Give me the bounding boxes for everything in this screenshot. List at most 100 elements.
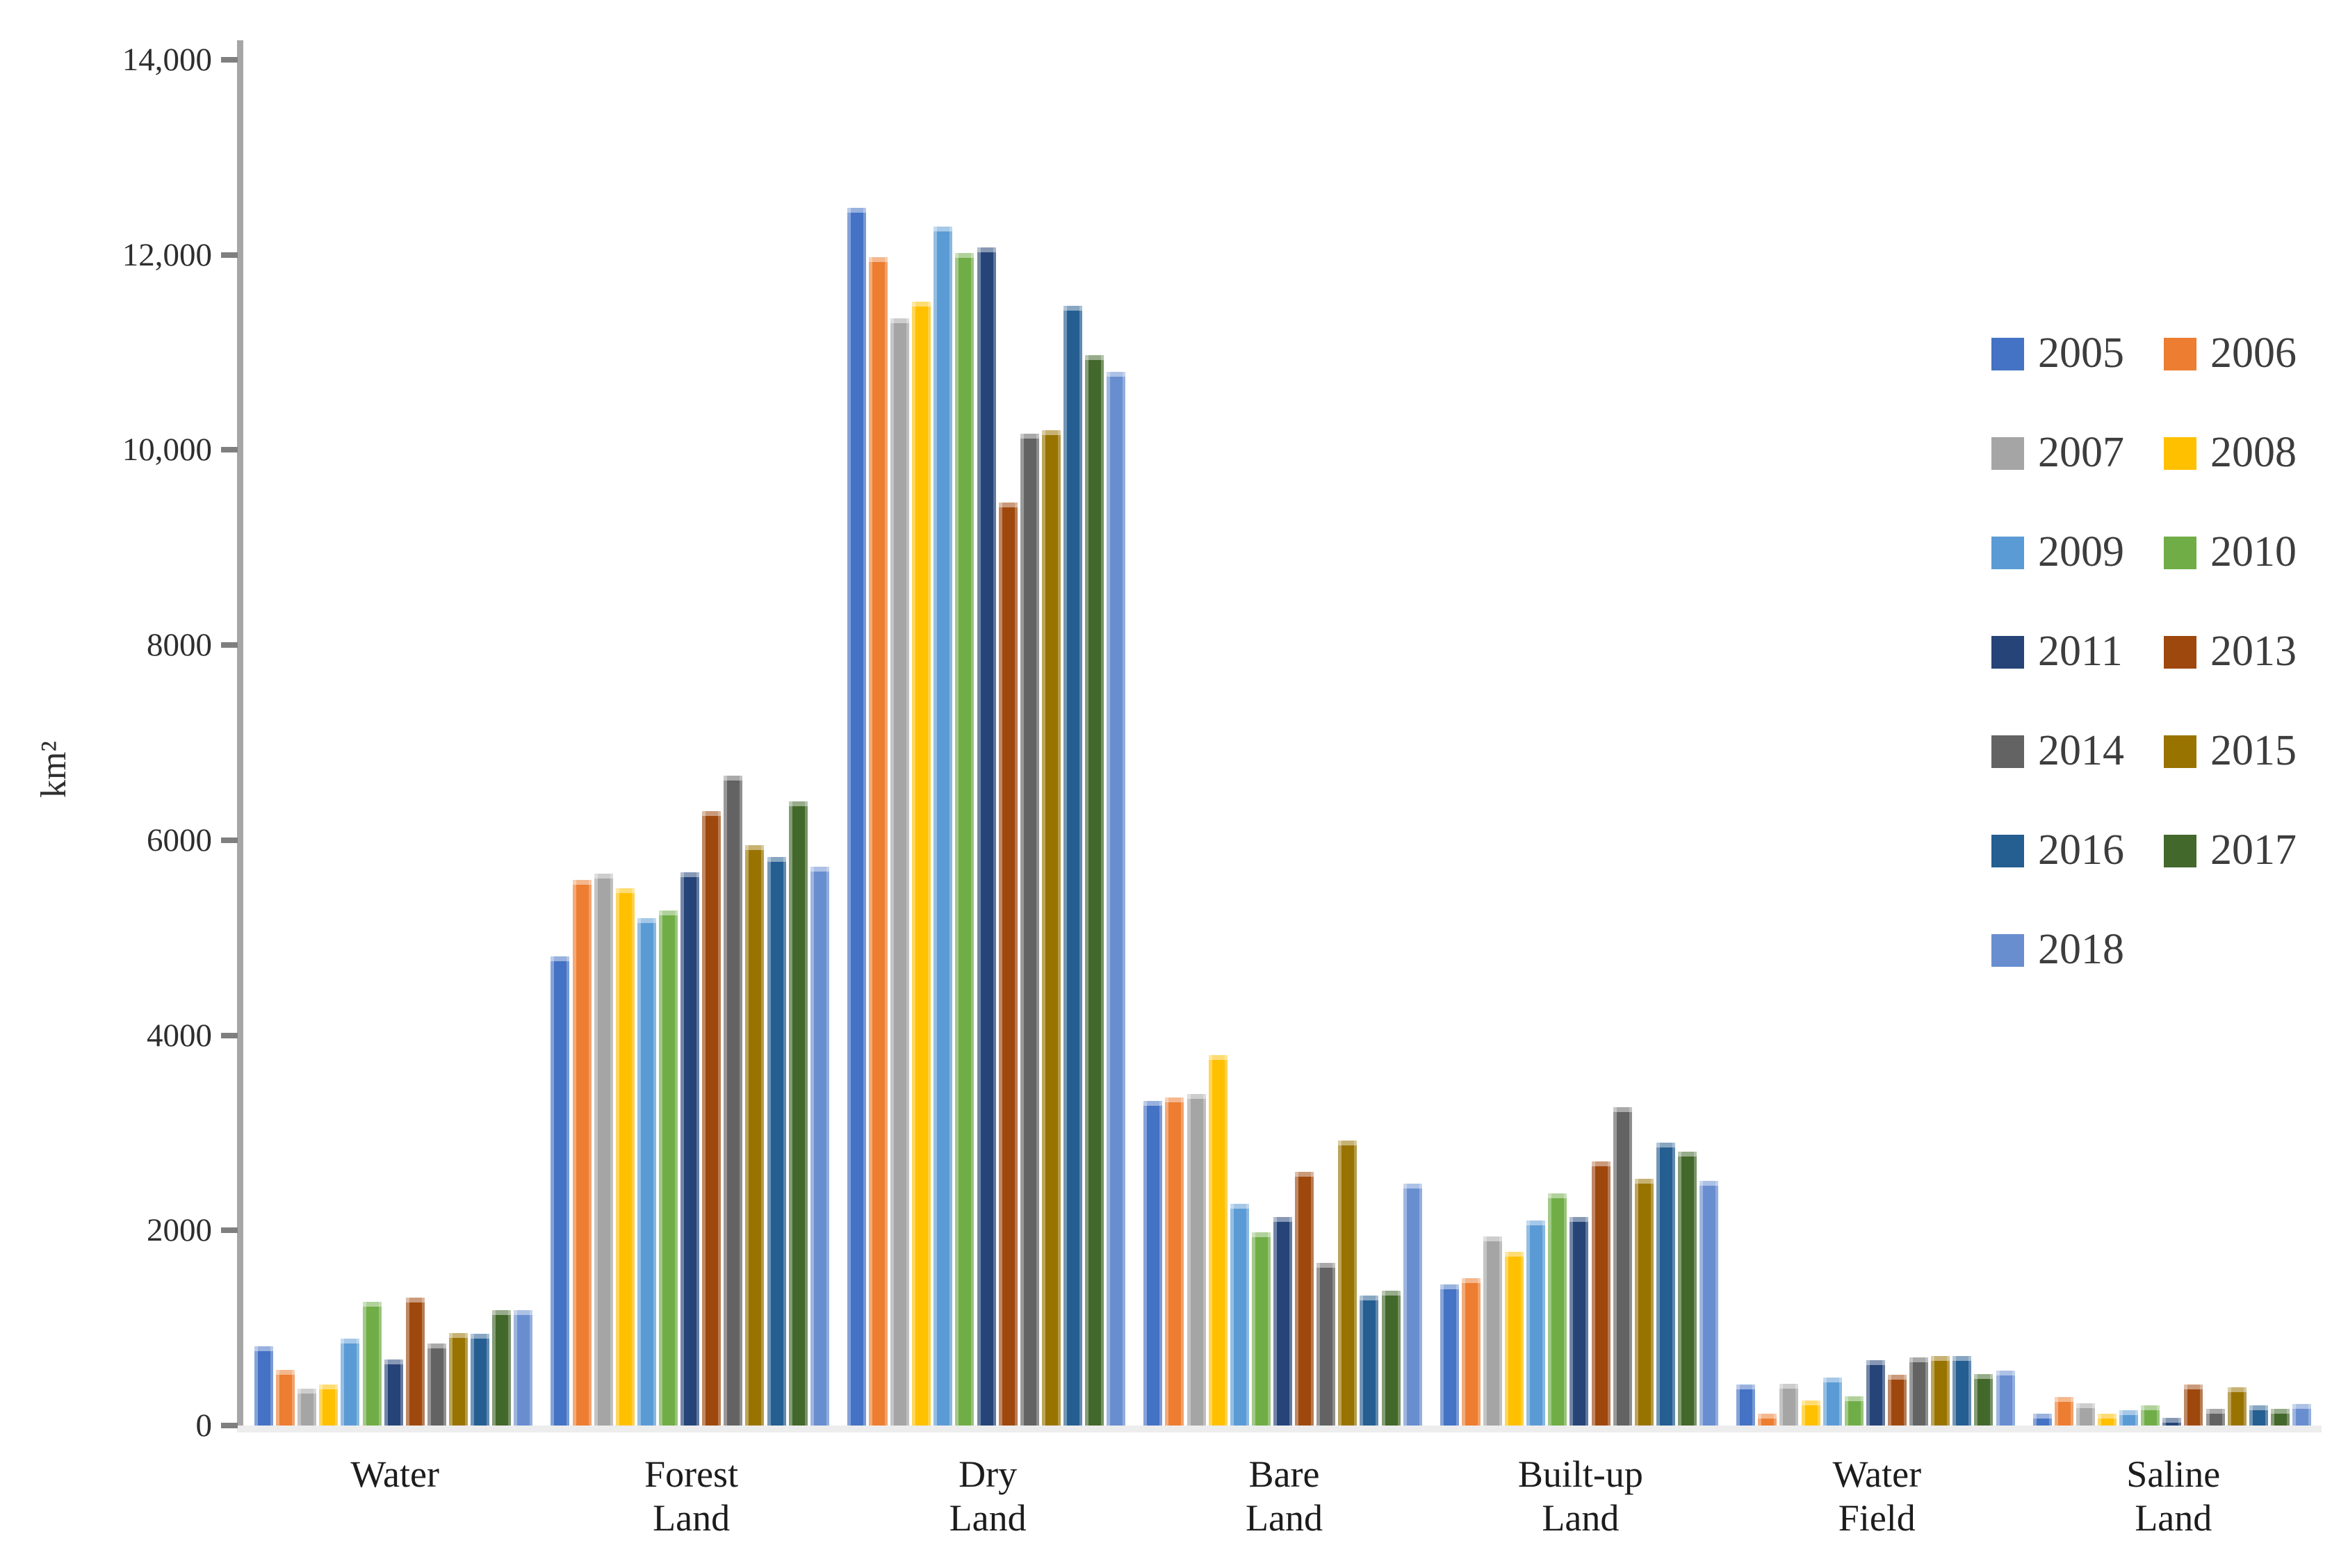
bar-2017-built-up-land	[1677, 1151, 1697, 1426]
bar-2015-dry-land	[1041, 430, 1061, 1426]
bar-2016-water-field	[1952, 1356, 1972, 1426]
legend-swatch-2007	[1991, 437, 2024, 470]
bar-2009-water-field	[1823, 1378, 1842, 1426]
y-tick-label: 0	[195, 1407, 213, 1444]
legend-label-2010: 2010	[2210, 528, 2297, 575]
legend-swatch-2018	[1991, 934, 2024, 967]
category-label: Dry Land	[840, 1453, 1136, 1540]
bar-2006-water-field	[1758, 1414, 1777, 1426]
bar-2011-water	[384, 1359, 403, 1426]
bar-2007-built-up-land	[1483, 1236, 1502, 1426]
bar-2006-forest-land	[572, 880, 592, 1426]
legend-swatch-2005	[1991, 338, 2024, 370]
bar-2014-water-field	[1909, 1357, 1928, 1426]
bar-2018-dry-land	[1107, 372, 1126, 1426]
legend-label-2011: 2011	[2038, 628, 2123, 675]
category-label: Water	[247, 1453, 543, 1496]
bar-2016-water	[471, 1334, 490, 1426]
bar-2015-water-field	[1931, 1356, 1950, 1426]
bar-2008-built-up-land	[1505, 1252, 1524, 1426]
bar-2010-water-field	[1844, 1396, 1864, 1426]
category-label: Built-up Land	[1433, 1453, 1729, 1540]
y-tick-mark	[221, 447, 238, 453]
legend-swatch-2009	[1991, 537, 2024, 569]
bar-2017-saline-land	[2270, 1409, 2290, 1426]
category-label: Forest Land	[543, 1453, 839, 1540]
legend-swatch-2006	[2164, 338, 2196, 370]
legend-label-2013: 2013	[2210, 628, 2297, 675]
category-label-line: Bare	[1248, 1453, 1320, 1495]
bar-2005-bare-land	[1143, 1100, 1163, 1426]
bar-2014-bare-land	[1316, 1262, 1336, 1426]
bar-2008-water-field	[1801, 1400, 1820, 1426]
bar-2014-dry-land	[1020, 433, 1039, 1426]
category-label-line: Dry	[959, 1453, 1018, 1495]
bar-2016-bare-land	[1360, 1296, 1379, 1426]
legend-label-2015: 2015	[2210, 727, 2297, 774]
bar-2015-water	[449, 1332, 468, 1426]
y-tick-label: 12,000	[122, 236, 212, 273]
y-tick-mark	[221, 1032, 238, 1038]
bar-2016-forest-land	[767, 856, 786, 1426]
bar-2011-water-field	[1866, 1360, 1885, 1426]
bar-2018-water-field	[1996, 1371, 2015, 1426]
legend-label-2006: 2006	[2210, 329, 2297, 377]
y-tick-mark	[221, 837, 238, 843]
bar-2007-saline-land	[2076, 1403, 2095, 1426]
bar-2007-bare-land	[1187, 1093, 1206, 1426]
bar-2006-dry-land	[869, 256, 888, 1426]
bar-2014-built-up-land	[1613, 1107, 1632, 1426]
y-tick-mark	[221, 252, 238, 258]
legend-swatch-2015	[2164, 735, 2196, 768]
category-label-line: Land	[1246, 1497, 1323, 1539]
bar-2009-built-up-land	[1526, 1220, 1546, 1426]
legend-label-2016: 2016	[2038, 826, 2124, 874]
bar-2006-water	[276, 1370, 295, 1426]
category-label-line: Built-up	[1517, 1453, 1643, 1495]
bar-2011-saline-land	[2162, 1417, 2182, 1426]
bar-2007-forest-land	[594, 873, 613, 1426]
bar-2008-forest-land	[615, 888, 635, 1426]
bar-2018-forest-land	[810, 866, 829, 1426]
y-axis-line	[237, 40, 243, 1430]
legend-label-2007: 2007	[2038, 429, 2124, 476]
bar-2008-dry-land	[912, 302, 931, 1426]
legend-label-2008: 2008	[2210, 429, 2297, 476]
legend-label-2017: 2017	[2210, 826, 2297, 874]
bar-2013-water-field	[1887, 1375, 1907, 1426]
category-label: Water Field	[1729, 1453, 2025, 1540]
y-tick-mark	[221, 1423, 238, 1428]
y-tick-label: 6000	[147, 822, 212, 858]
bar-2013-water	[405, 1298, 425, 1426]
category-label-line: Saline	[2126, 1453, 2221, 1495]
y-tick-mark	[221, 642, 238, 648]
bar-2013-bare-land	[1295, 1172, 1314, 1426]
bar-2013-dry-land	[998, 503, 1018, 1426]
bar-2005-dry-land	[847, 208, 866, 1426]
y-tick-mark	[221, 57, 238, 63]
category-label: Bare Land	[1136, 1453, 1432, 1540]
bar-2007-water-field	[1779, 1383, 1799, 1426]
legend-label-2005: 2005	[2038, 329, 2124, 377]
bar-2016-built-up-land	[1656, 1143, 1675, 1426]
bar-2009-bare-land	[1230, 1204, 1249, 1426]
bar-2014-forest-land	[724, 776, 743, 1426]
bar-2010-built-up-land	[1548, 1193, 1567, 1426]
bar-2005-water	[254, 1346, 273, 1426]
bar-2008-bare-land	[1208, 1054, 1228, 1426]
legend-swatch-2014	[1991, 735, 2024, 768]
legend-swatch-2011	[1991, 636, 2024, 669]
bar-2006-built-up-land	[1461, 1278, 1481, 1426]
legend-swatch-2010	[2164, 537, 2196, 569]
bar-2015-saline-land	[2227, 1387, 2247, 1426]
y-tick-label: 10,000	[122, 432, 212, 468]
bar-2007-water	[297, 1388, 317, 1426]
category-label: Saline Land	[2025, 1453, 2322, 1540]
bar-2011-dry-land	[977, 247, 996, 1426]
bar-2017-bare-land	[1381, 1291, 1401, 1426]
bar-2010-forest-land	[659, 910, 678, 1426]
bar-2006-bare-land	[1165, 1097, 1184, 1426]
legend-label-2014: 2014	[2038, 727, 2124, 774]
bar-2018-built-up-land	[1699, 1180, 1718, 1426]
